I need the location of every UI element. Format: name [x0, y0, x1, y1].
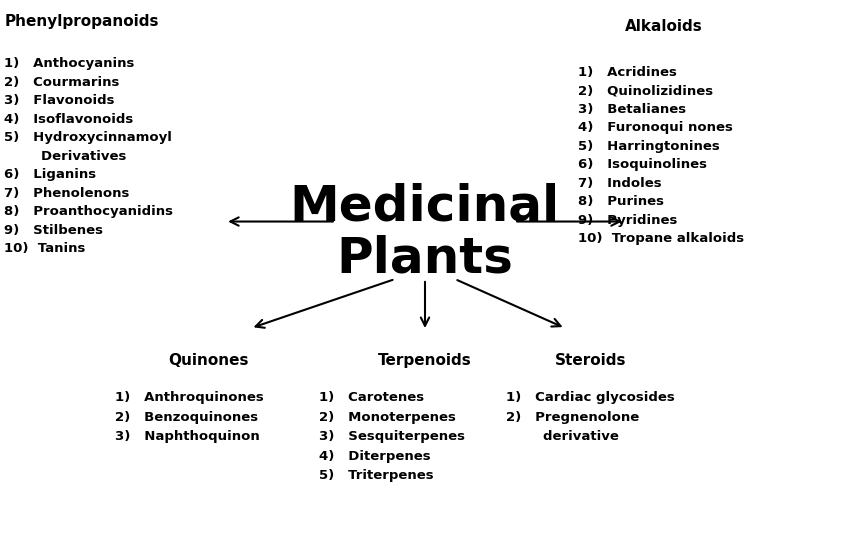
Text: 1)   Anthroquinones
2)   Benzoquinones
3)   Naphthoquinon: 1) Anthroquinones 2) Benzoquinones 3) Na…	[115, 391, 264, 443]
Text: Terpenoids: Terpenoids	[378, 353, 472, 368]
Text: 1)   Carotenes
2)   Monoterpenes
3)   Sesquiterpenes
4)   Diterpenes
5)   Triter: 1) Carotenes 2) Monoterpenes 3) Sesquite…	[319, 391, 465, 482]
Text: 1)   Acridines
2)   Quinolizidines
3)   Betalianes
4)   Furonoqui nones
5)   Har: 1) Acridines 2) Quinolizidines 3) Betali…	[578, 66, 744, 245]
Text: Steroids: Steroids	[555, 353, 626, 368]
Text: 1)   Anthocyanins
2)   Courmarins
3)   Flavonoids
4)   Isoflavonoids
5)   Hydrox: 1) Anthocyanins 2) Courmarins 3) Flavono…	[4, 57, 173, 255]
Text: Alkaloids: Alkaloids	[625, 19, 702, 34]
Text: Medicinal
Plants: Medicinal Plants	[290, 183, 560, 282]
Text: Quinones: Quinones	[168, 353, 248, 368]
Text: 1)   Cardiac glycosides
2)   Pregnenolone
        derivative: 1) Cardiac glycosides 2) Pregnenolone de…	[506, 391, 675, 443]
Text: Phenylpropanoids: Phenylpropanoids	[4, 14, 159, 28]
